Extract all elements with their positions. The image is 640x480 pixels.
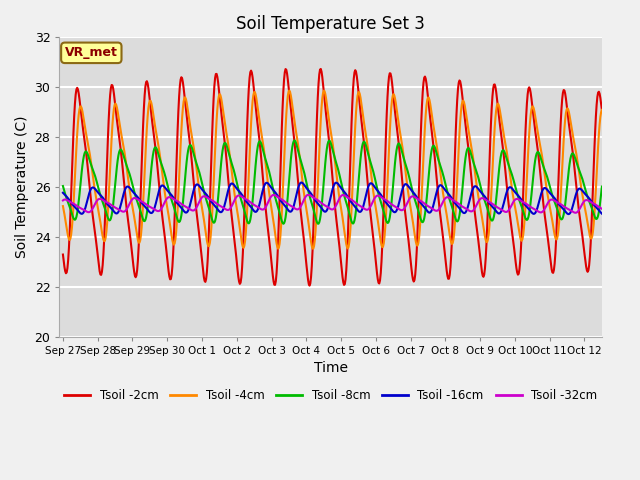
Title: Soil Temperature Set 3: Soil Temperature Set 3: [236, 15, 425, 33]
Tsoil -16cm: [598, 211, 605, 216]
Tsoil -4cm: [285, 88, 293, 94]
Tsoil -16cm: [69, 202, 77, 207]
Text: VR_met: VR_met: [65, 47, 118, 60]
Tsoil -32cm: [572, 210, 579, 216]
Tsoil -8cm: [291, 138, 298, 144]
Tsoil -8cm: [124, 167, 132, 173]
Tsoil -16cm: [179, 207, 187, 213]
Line: Tsoil -8cm: Tsoil -8cm: [63, 141, 602, 224]
Tsoil -8cm: [69, 213, 77, 219]
Tsoil -32cm: [69, 200, 77, 206]
Tsoil -32cm: [399, 207, 406, 213]
Tsoil -2cm: [399, 190, 407, 196]
Tsoil -8cm: [399, 154, 407, 159]
Tsoil -32cm: [598, 206, 605, 212]
Tsoil -8cm: [59, 183, 67, 189]
Tsoil -16cm: [565, 211, 573, 217]
Tsoil -4cm: [124, 177, 132, 182]
Tsoil -2cm: [598, 107, 605, 113]
Tsoil -8cm: [598, 184, 605, 190]
Tsoil -4cm: [598, 107, 605, 113]
Line: Tsoil -4cm: Tsoil -4cm: [63, 91, 602, 249]
Tsoil -8cm: [415, 210, 423, 216]
Tsoil -4cm: [69, 215, 77, 221]
Tsoil -2cm: [59, 252, 67, 257]
Tsoil -2cm: [306, 283, 314, 288]
Line: Tsoil -32cm: Tsoil -32cm: [63, 195, 602, 213]
Tsoil -2cm: [317, 66, 324, 72]
Tsoil -2cm: [179, 79, 187, 85]
X-axis label: Time: Time: [314, 361, 348, 375]
Tsoil -4cm: [59, 203, 67, 209]
Line: Tsoil -2cm: Tsoil -2cm: [63, 69, 602, 286]
Tsoil -4cm: [310, 246, 317, 252]
Tsoil -16cm: [124, 184, 132, 190]
Tsoil -16cm: [59, 190, 67, 196]
Tsoil -4cm: [415, 236, 423, 241]
Tsoil -4cm: [399, 150, 407, 156]
Tsoil -8cm: [179, 200, 187, 206]
Tsoil -32cm: [59, 198, 67, 204]
Tsoil -4cm: [207, 225, 215, 230]
Line: Tsoil -16cm: Tsoil -16cm: [63, 182, 602, 214]
Tsoil -8cm: [280, 221, 287, 227]
Tsoil -32cm: [179, 202, 187, 208]
Tsoil -2cm: [69, 149, 77, 155]
Tsoil -32cm: [414, 196, 422, 202]
Tsoil -2cm: [207, 155, 215, 161]
Tsoil -2cm: [124, 218, 132, 224]
Tsoil -16cm: [414, 197, 422, 203]
Tsoil -2cm: [415, 187, 423, 192]
Tsoil -16cm: [399, 186, 406, 192]
Y-axis label: Soil Temperature (C): Soil Temperature (C): [15, 116, 29, 258]
Tsoil -32cm: [304, 192, 312, 198]
Legend: Tsoil -2cm, Tsoil -4cm, Tsoil -8cm, Tsoil -16cm, Tsoil -32cm: Tsoil -2cm, Tsoil -4cm, Tsoil -8cm, Tsoi…: [60, 385, 602, 407]
Tsoil -16cm: [298, 180, 305, 185]
Tsoil -4cm: [179, 105, 187, 111]
Tsoil -8cm: [207, 214, 215, 220]
Tsoil -32cm: [207, 197, 215, 203]
Tsoil -16cm: [207, 199, 215, 204]
Tsoil -32cm: [124, 204, 132, 209]
